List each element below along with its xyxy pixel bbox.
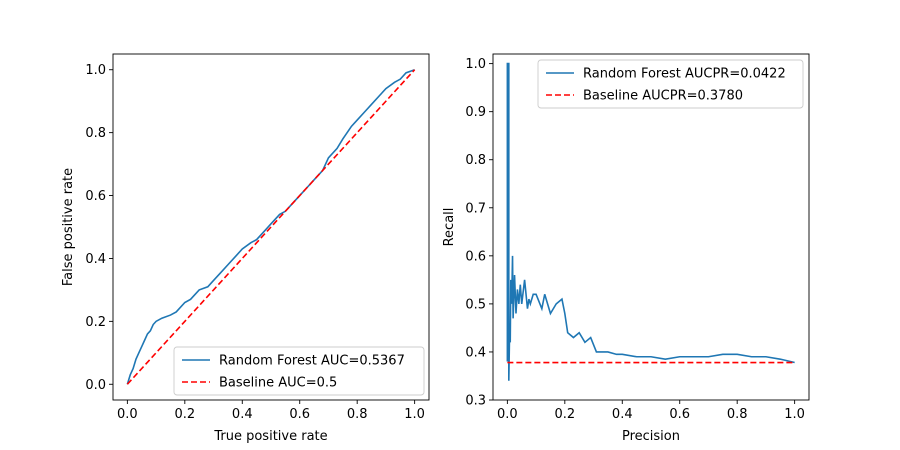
roc-panel: 0.0 0.2 0.4 0.6 0.8 1.0 0.0 0.2 0.4 0.6 0.8 1.0 True… [61,53,430,444]
x-tick-label: 0.6 [669,407,690,422]
legend: Random Forest AUC=0.5367 Baseline AUC=0.5 [173,346,425,396]
x-tick-label: 0.2 [554,407,575,422]
y-tick-label: 0.4 [85,252,106,267]
x-axis-label: Precision [622,429,680,444]
series-line-model [126,68,415,385]
y-tick-label: 0.9 [465,105,486,120]
y-axis-label: False positive rate [61,168,76,286]
y-tick-label: 0.8 [85,126,106,141]
legend-box [537,59,804,109]
x-tick-label: 0.6 [289,407,310,422]
x-tick-label: 0.4 [612,407,633,422]
x-tick-label: 0.8 [347,407,368,422]
y-axis-label: Recall [442,208,457,247]
series-line-model [506,62,795,381]
y-tick-label: 0.6 [465,249,486,264]
y-tick-label: 0.2 [85,315,106,330]
y-tick-label: 1.0 [85,63,106,78]
legend-entry: Baseline AUCPR=0.3780 [583,89,743,104]
y-tick-label: 0.6 [85,189,106,204]
y-tick-label: 0.8 [465,153,486,168]
y-tick-label: 0.5 [465,297,486,312]
pr-panel: 0.0 0.2 0.4 0.6 0.8 1.0 0.3 0.4 0.5 0.6 0.7 0.8 0.9 1… [442,53,810,444]
series-line-baseline [126,69,416,385]
axes-frame [492,53,810,401]
legend-entry: Baseline AUC=0.5 [219,376,337,391]
x-axis-label: True positive rate [213,429,327,444]
axes-frame [112,53,430,401]
y-tick-label: 0.3 [465,394,486,409]
y-tick-label: 1.0 [465,57,486,72]
legend: Random Forest AUCPR=0.0422 Baseline AUCPR… [537,59,804,109]
y-tick-label: 0.7 [465,201,486,216]
x-tick-label: 0.4 [232,407,253,422]
y-tick-label: 0.4 [465,345,486,360]
x-tick-label: 1.0 [784,407,805,422]
x-tick-label: 0.0 [497,407,518,422]
legend-entry: Random Forest AUC=0.5367 [219,354,405,369]
x-tick-label: 1.0 [404,407,425,422]
y-tick-label: 0.0 [85,378,106,393]
legend-entry: Random Forest AUCPR=0.0422 [583,67,786,82]
x-tick-label: 0.2 [174,407,195,422]
x-tick-label: 0.0 [117,407,138,422]
x-tick-label: 0.8 [727,407,748,422]
legend-box [173,346,425,396]
